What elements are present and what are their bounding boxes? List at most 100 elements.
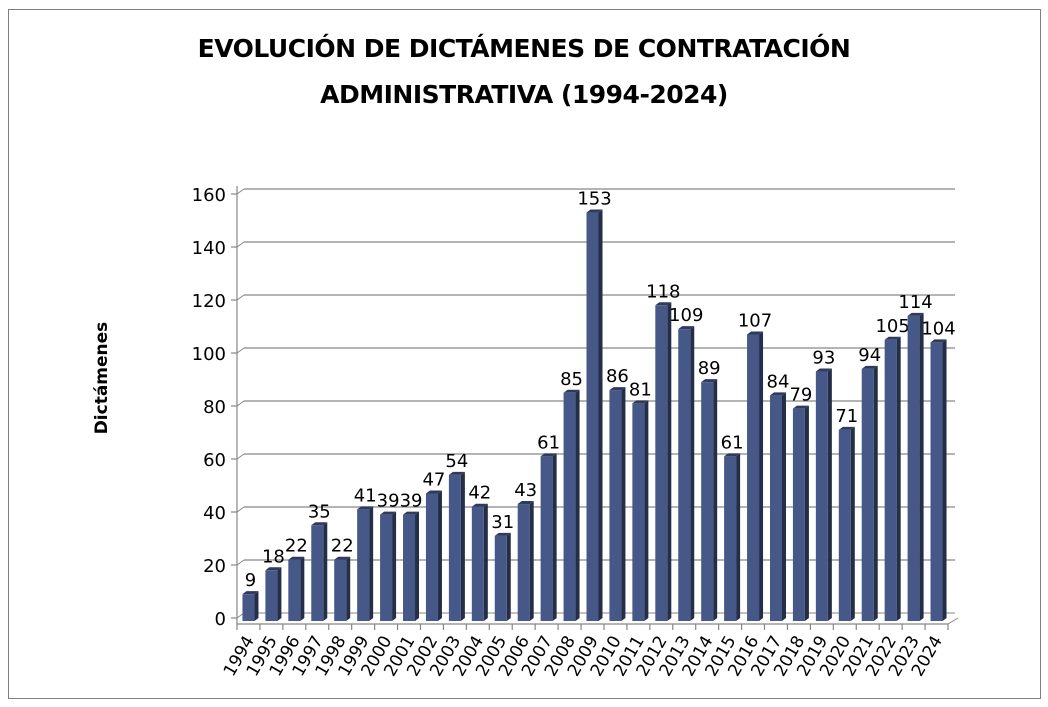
bar [724, 456, 737, 621]
bar [242, 594, 255, 621]
gridline-depth [236, 453, 245, 460]
bar-side [759, 331, 764, 621]
bar-side [460, 471, 465, 621]
bar-side [690, 326, 695, 621]
bar [907, 315, 920, 621]
bar-top [747, 331, 764, 335]
bar-top [563, 389, 580, 393]
bar-side [896, 336, 901, 621]
bar-side [919, 312, 924, 621]
bar-top [838, 426, 855, 430]
bar [380, 514, 393, 621]
data-label: 47 [422, 469, 445, 490]
y-tick-label: 0 [215, 609, 226, 630]
bar [792, 408, 805, 621]
bar-side [736, 453, 741, 621]
data-label: 39 [377, 491, 400, 512]
y-tick-label: 160 [192, 185, 226, 206]
chart-frame [8, 9, 1041, 699]
bar-top [815, 368, 832, 372]
bar-side [369, 506, 374, 621]
bar-top [471, 503, 488, 507]
bar [815, 371, 828, 621]
bar [838, 429, 851, 621]
bar [357, 509, 370, 621]
bar [769, 395, 782, 621]
gridline-depth [236, 400, 245, 407]
data-label: 94 [858, 345, 881, 366]
bar-top [242, 591, 259, 595]
bar [655, 305, 668, 621]
bar-top [586, 209, 603, 213]
data-label: 89 [698, 358, 721, 379]
data-label: 84 [767, 371, 790, 392]
data-label: 118 [646, 281, 680, 302]
bar-top [425, 490, 442, 494]
data-label: 79 [789, 385, 812, 406]
bar-top [769, 392, 786, 396]
y-tick-label: 60 [203, 450, 226, 471]
bar [632, 403, 645, 621]
bar [448, 474, 461, 621]
chart-title-line-1: EVOLUCIÓN DE DICTÁMENES DE CONTRATACIÓN [197, 34, 851, 63]
bar-side [804, 405, 809, 621]
bar-side [529, 501, 534, 621]
gridline-depth [236, 506, 245, 513]
bar-top [540, 453, 557, 457]
bar [471, 506, 484, 621]
bar [586, 212, 599, 622]
bar-side [850, 426, 855, 621]
bar-top [357, 506, 374, 510]
bar-side [827, 368, 832, 621]
bar [494, 535, 507, 621]
bar-side [483, 503, 488, 621]
bar-top [632, 400, 649, 404]
bar [540, 456, 553, 621]
data-label: 22 [331, 536, 354, 557]
data-label: 93 [812, 348, 835, 369]
data-label: 81 [629, 379, 652, 400]
bar-side [254, 591, 259, 621]
data-label: 153 [577, 189, 611, 210]
data-label: 107 [738, 310, 772, 331]
bar [425, 493, 438, 621]
gridline-depth [236, 347, 245, 354]
bar-top [403, 511, 420, 515]
bar-top [930, 339, 947, 343]
bar-top [609, 387, 626, 391]
bar-side [506, 532, 511, 621]
bar [403, 514, 416, 621]
bar-side [277, 567, 282, 621]
data-label: 41 [354, 485, 377, 506]
bar-side [415, 511, 420, 621]
bar [334, 559, 347, 621]
gridline-depth [236, 241, 245, 248]
gridline-depth [236, 559, 245, 566]
bar-side [300, 556, 305, 621]
bar-side [942, 339, 947, 621]
bar-side [621, 387, 626, 621]
bar [884, 339, 897, 621]
bar-top [288, 556, 305, 560]
bar-top [311, 522, 328, 526]
gridline-depth [236, 188, 245, 195]
floor-edge [947, 617, 959, 625]
y-tick-label: 100 [192, 344, 226, 365]
bar-top [884, 336, 901, 340]
bar [701, 382, 714, 621]
y-tick-label: 20 [203, 556, 226, 577]
bar-side [323, 522, 328, 621]
bar-side [437, 490, 442, 621]
bar [678, 329, 691, 621]
bar [930, 342, 943, 621]
data-label: 22 [285, 536, 308, 557]
bar [563, 392, 576, 621]
bar-top [517, 501, 534, 505]
data-label: 105 [875, 316, 909, 337]
y-tick-label: 140 [192, 238, 226, 259]
bar-top [907, 312, 924, 316]
data-label: 86 [606, 366, 629, 387]
bar-top [265, 567, 282, 571]
bar-top [494, 532, 511, 536]
